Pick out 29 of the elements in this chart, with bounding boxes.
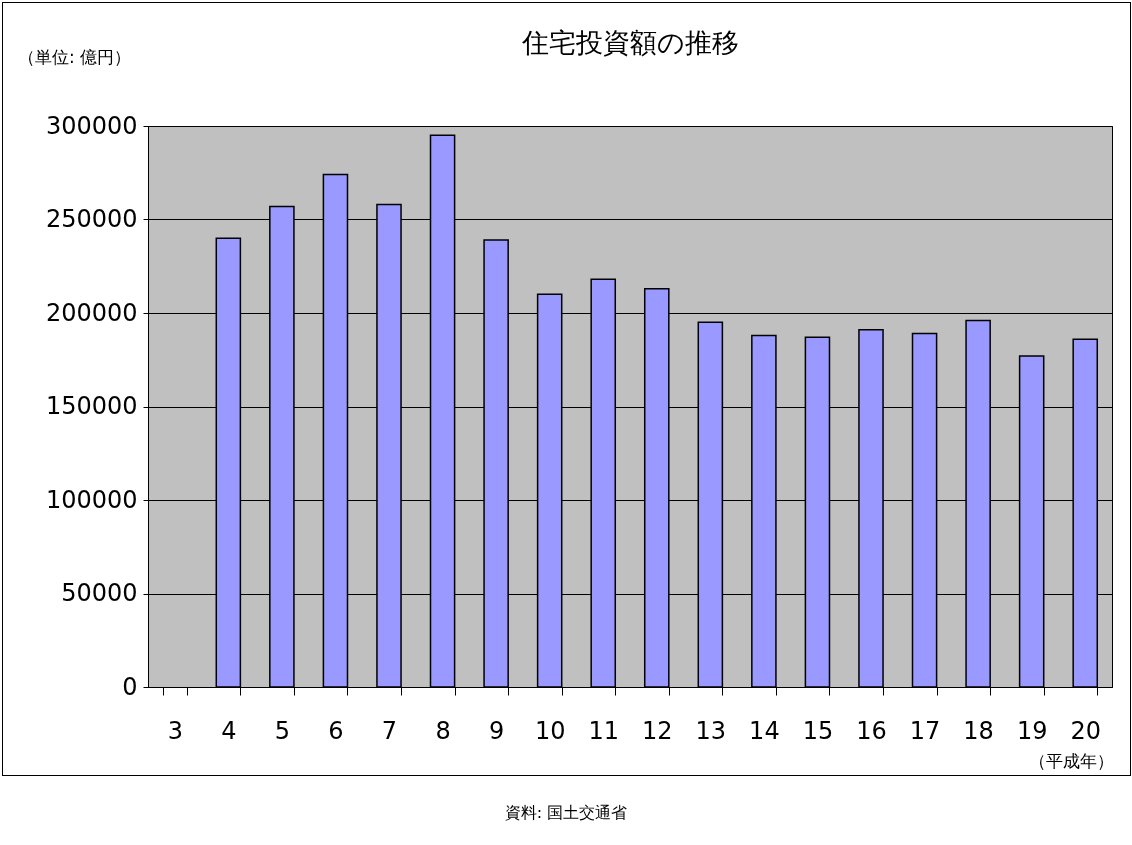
x-tick-label: 15	[802, 716, 834, 745]
x-tick-label: 8	[435, 716, 451, 745]
y-tick-label: 250000	[45, 205, 138, 233]
x-tick-label: 19	[1016, 716, 1048, 745]
x-tick-label: 9	[488, 716, 505, 745]
x-tick-label: 14	[749, 716, 780, 745]
text: 資料: 国土交通省	[503, 803, 629, 824]
x-tick-label: 10	[534, 716, 566, 745]
y-tick-label: 100000	[45, 485, 138, 514]
x-tick-label: 3	[167, 716, 183, 745]
x-tick-label: 12	[642, 716, 673, 745]
x-tick-label: 4	[221, 716, 237, 745]
x-tick-label: 17	[909, 716, 941, 745]
y-tick-label: 50000	[61, 579, 138, 607]
x-tick-label: 6	[328, 716, 344, 745]
chart-title: 住宅投資額の推移	[520, 27, 739, 58]
x-tick-label: 16	[856, 716, 887, 745]
text: （平成年）	[1029, 751, 1114, 771]
x-tick-label: 20	[1070, 716, 1101, 745]
x-tick-label: 11	[588, 716, 619, 745]
x-tick-label: 5	[274, 716, 291, 745]
text: （単位: 億円）	[18, 47, 132, 67]
y-tick-label: 300000	[45, 111, 138, 140]
y-tick-label: 200000	[45, 298, 138, 327]
x-tick-label: 7	[381, 716, 398, 745]
x-tick-label: 18	[963, 716, 994, 745]
x-tick-label: 13	[695, 716, 727, 745]
y-tick-label: 150000	[45, 392, 138, 420]
y-tick-label: 0	[122, 672, 138, 701]
